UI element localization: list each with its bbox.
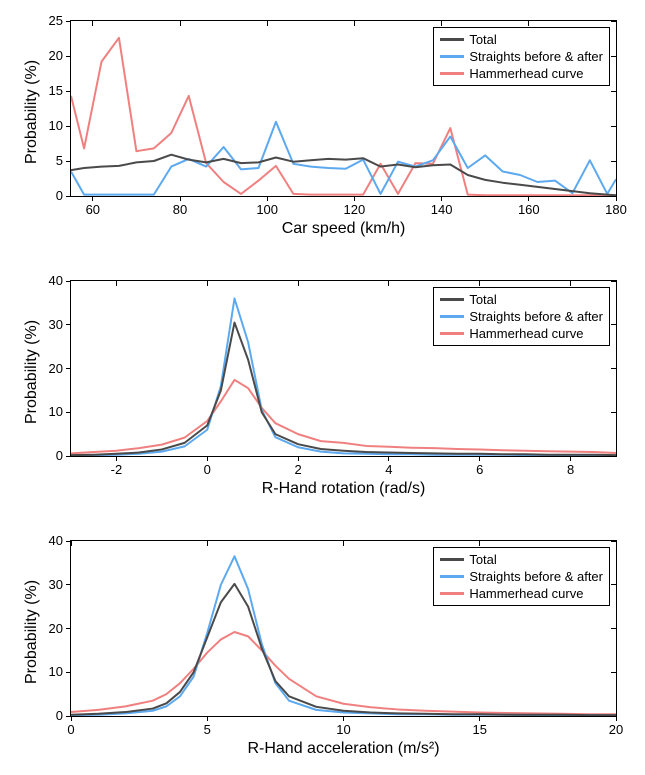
ylabel: Probability (%): [23, 319, 41, 423]
ytick-label: 25: [49, 13, 63, 28]
legend: Total Straights before & after Hammerhead …: [433, 27, 610, 86]
legend-swatch: [440, 575, 464, 578]
legend-swatch: [440, 558, 464, 561]
ylabel: Probability (%): [23, 59, 41, 163]
xtick-label: 60: [78, 202, 108, 217]
legend-swatch: [440, 72, 464, 75]
xtick: [528, 196, 529, 201]
ytick-label: 0: [56, 188, 63, 203]
legend-label: Hammerhead curve: [469, 66, 583, 81]
ytick-label: 10: [49, 118, 63, 133]
xtick-label: 80: [165, 202, 195, 217]
xtick: [267, 196, 268, 201]
ytick-label: 20: [49, 361, 63, 376]
xtick-label: 20: [601, 722, 631, 737]
legend-swatch: [440, 332, 464, 335]
series-total: [71, 155, 616, 196]
ytick-label: 0: [56, 448, 63, 463]
xtick-label: 160: [514, 202, 544, 217]
legend-label: Total: [469, 292, 496, 307]
legend-item-straights: Straights before & after: [440, 568, 603, 585]
xtick: [479, 456, 480, 461]
legend-swatch: [440, 315, 464, 318]
series-hammerhead: [71, 632, 616, 714]
ytick-label: 10: [49, 404, 63, 419]
xtick: [207, 716, 208, 721]
xtick: [92, 196, 93, 201]
ytick-label: 30: [49, 317, 63, 332]
ytick-label: 0: [56, 708, 63, 723]
ytick-label: 20: [49, 48, 63, 63]
xtick-label: 15: [465, 722, 495, 737]
ytick-label: 40: [49, 533, 63, 548]
ytick-label: 10: [49, 664, 63, 679]
xtick-label: 0: [56, 722, 86, 737]
xtick: [616, 196, 617, 201]
xtick-label: 100: [252, 202, 282, 217]
legend-item-total: Total: [440, 291, 603, 308]
legend-label: Straights before & after: [469, 569, 603, 584]
ytick-label: 20: [49, 621, 63, 636]
legend-item-total: Total: [440, 551, 603, 568]
panel-rotation: -202468010203040R-Hand rotation (rad/s)P…: [70, 280, 617, 457]
xtick: [441, 196, 442, 201]
legend-swatch: [440, 592, 464, 595]
legend-label: Total: [469, 32, 496, 47]
xtick-label: 140: [427, 202, 457, 217]
legend-swatch: [440, 55, 464, 58]
legend-item-straights: Straights before & after: [440, 48, 603, 65]
xtick: [116, 456, 117, 461]
legend-item-hammerhead: Hammerhead curve: [440, 585, 603, 602]
xtick: [71, 716, 72, 721]
ytick-label: 40: [49, 273, 63, 288]
xtick-label: 180: [601, 202, 631, 217]
xtick: [180, 196, 181, 201]
legend-item-straights: Straights before & after: [440, 308, 603, 325]
xtick-label: 5: [192, 722, 222, 737]
xtick: [388, 456, 389, 461]
legend-item-total: Total: [440, 31, 603, 48]
panel-acceleration: 05101520010203040R-Hand acceleration (m/…: [70, 540, 617, 717]
legend-swatch: [440, 298, 464, 301]
legend-item-hammerhead: Hammerhead curve: [440, 325, 603, 342]
xtick: [616, 716, 617, 721]
ylabel: Probability (%): [23, 579, 41, 683]
series-hammerhead: [71, 380, 616, 454]
legend: Total Straights before & after Hammerhead …: [433, 287, 610, 346]
ytick-label: 5: [56, 153, 63, 168]
xlabel: Car speed (km/h): [71, 220, 616, 238]
xtick: [570, 456, 571, 461]
legend-label: Hammerhead curve: [469, 586, 583, 601]
xtick-label: 6: [465, 462, 495, 477]
figure: 60801001201401601800510152025Car speed (…: [0, 0, 645, 775]
xtick: [298, 456, 299, 461]
xtick: [479, 716, 480, 721]
panel-speed: 60801001201401601800510152025Car speed (…: [70, 20, 617, 197]
xtick-label: 10: [329, 722, 359, 737]
xtick-label: 8: [556, 462, 586, 477]
xlabel: R-Hand rotation (rad/s): [71, 480, 616, 498]
ytick-label: 15: [49, 83, 63, 98]
xtick: [343, 716, 344, 721]
xtick-label: -2: [101, 462, 131, 477]
xlabel: R-Hand acceleration (m/s²): [71, 740, 616, 758]
legend-item-hammerhead: Hammerhead curve: [440, 65, 603, 82]
xtick: [354, 196, 355, 201]
xtick-label: 0: [192, 462, 222, 477]
legend-label: Total: [469, 552, 496, 567]
xtick-label: 120: [339, 202, 369, 217]
series-straights: [71, 122, 616, 195]
legend-label: Straights before & after: [469, 49, 603, 64]
xtick-label: 2: [283, 462, 313, 477]
legend-swatch: [440, 38, 464, 41]
legend-label: Hammerhead curve: [469, 326, 583, 341]
legend: Total Straights before & after Hammerhead …: [433, 547, 610, 606]
xtick: [207, 456, 208, 461]
legend-label: Straights before & after: [469, 309, 603, 324]
xtick-label: 4: [374, 462, 404, 477]
ytick-label: 30: [49, 577, 63, 592]
